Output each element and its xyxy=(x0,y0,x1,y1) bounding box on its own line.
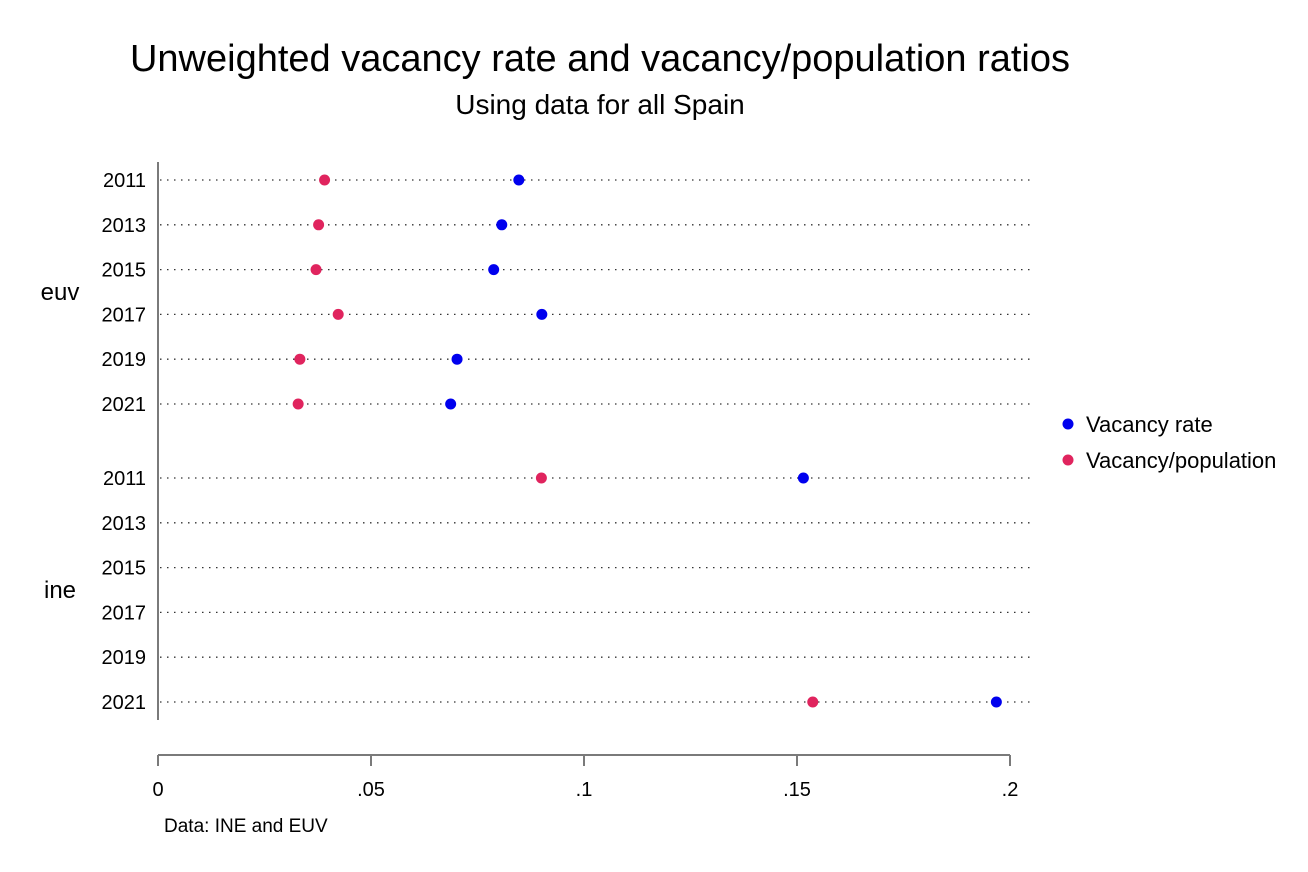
data-point xyxy=(513,174,525,186)
data-point xyxy=(319,174,331,186)
y-tick-label: 2017 xyxy=(102,602,147,624)
y-tick-label: 2017 xyxy=(102,304,147,326)
data-point xyxy=(445,398,457,410)
chart-subtitle: Using data for all Spain xyxy=(455,89,745,120)
x-tick-label: .1 xyxy=(576,779,593,801)
x-tick-label: 0 xyxy=(152,779,163,801)
data-point xyxy=(807,696,819,708)
legend-marker xyxy=(1062,454,1074,466)
y-tick-label: 2019 xyxy=(102,647,147,669)
x-tick-label: .15 xyxy=(783,779,811,801)
data-point xyxy=(313,219,325,231)
data-points xyxy=(292,174,1002,708)
data-point xyxy=(292,398,304,410)
y-tick-label: 2011 xyxy=(103,170,146,192)
data-point xyxy=(310,264,322,276)
y-tick-label: 2013 xyxy=(102,215,147,237)
y-group-label: ine xyxy=(44,577,76,604)
data-point xyxy=(451,353,463,365)
data-point xyxy=(496,219,508,231)
gridlines xyxy=(160,179,1033,703)
x-tick-label: .05 xyxy=(357,779,385,801)
legend-marker xyxy=(1062,418,1074,430)
data-point xyxy=(535,472,547,484)
legend: Vacancy rate Vacancy/population xyxy=(1062,412,1276,473)
y-tick-label: 2021 xyxy=(102,692,147,714)
y-tick-label: 2019 xyxy=(102,349,147,371)
x-tick-label: .2 xyxy=(1002,779,1019,801)
y-tick-label: 2013 xyxy=(102,513,147,535)
legend-label: Vacancy rate xyxy=(1086,412,1213,437)
y-tick-label: 2015 xyxy=(102,558,147,580)
data-point xyxy=(536,308,548,320)
data-point xyxy=(488,264,500,276)
chart-title: Unweighted vacancy rate and vacancy/popu… xyxy=(130,38,1070,80)
data-point xyxy=(797,472,809,484)
y-tick-label: 2015 xyxy=(102,260,147,282)
y-tick-label: 2011 xyxy=(103,468,146,490)
data-source-note: Data: INE and EUV xyxy=(164,816,328,837)
x-axis: 0 .05 .1 .15 .2 xyxy=(152,754,1019,801)
data-point xyxy=(990,696,1002,708)
legend-label: Vacancy/population xyxy=(1086,448,1276,473)
data-point xyxy=(294,353,306,365)
y-group-label: euv xyxy=(41,279,80,306)
y-tick-label: 2021 xyxy=(102,394,147,416)
y-axis: 2011 2013 2015 2017 2019 2021 euv 2011 2013 2015 2… xyxy=(41,162,159,720)
data-point xyxy=(332,308,344,320)
